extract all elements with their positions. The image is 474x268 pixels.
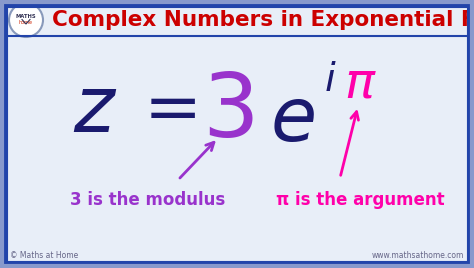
Text: $3$: $3$: [202, 69, 254, 157]
Text: $z$: $z$: [73, 72, 117, 148]
Text: $\pi$: $\pi$: [344, 59, 376, 107]
Text: © Maths at Home: © Maths at Home: [10, 251, 78, 260]
Text: Complex Numbers in Exponential Form: Complex Numbers in Exponential Form: [52, 10, 474, 30]
Text: $=$: $=$: [130, 75, 196, 142]
Text: www.mathsathome.com: www.mathsathome.com: [372, 251, 464, 260]
Text: π is the argument: π is the argument: [276, 191, 444, 209]
Text: $e$: $e$: [270, 84, 314, 157]
Text: MATHS: MATHS: [16, 13, 36, 18]
Text: home: home: [19, 20, 33, 24]
Text: 3 is the modulus: 3 is the modulus: [70, 191, 226, 209]
Circle shape: [9, 3, 43, 37]
Text: $i$: $i$: [324, 61, 337, 99]
